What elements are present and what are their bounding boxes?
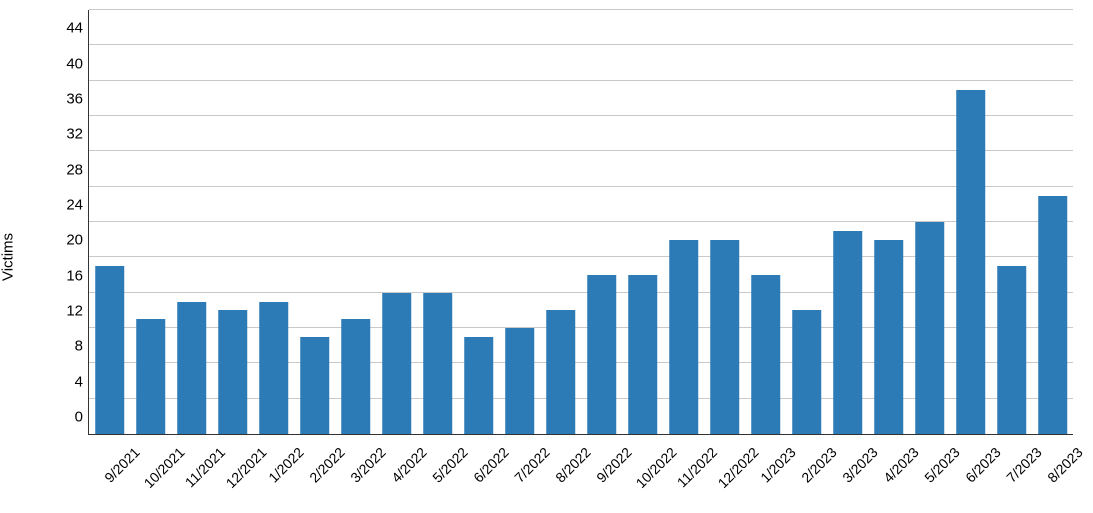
bar (751, 275, 781, 434)
x-tick-label: 12/2021 (222, 444, 269, 491)
x-tick-label: 2/2023 (798, 444, 840, 486)
x-tick-label: 1/2023 (757, 444, 799, 486)
victims-bar-chart: Victims 9/202110/202111/202112/20211/202… (0, 0, 1093, 513)
x-tick-label: 7/2022 (511, 444, 553, 486)
x-tick-label: 9/2022 (593, 444, 635, 486)
y-tick-label: 20 (66, 232, 89, 249)
y-tick-label: 16 (66, 267, 89, 284)
bar (464, 337, 494, 434)
bar-slot: 4/2023 (868, 10, 909, 434)
bar (710, 240, 740, 434)
x-tick-label: 3/2023 (839, 444, 881, 486)
bar (259, 302, 289, 435)
x-tick-label: 3/2022 (347, 444, 389, 486)
bar-slot: 6/2023 (950, 10, 991, 434)
bar-slot: 12/2022 (704, 10, 745, 434)
bar-slot: 9/2022 (581, 10, 622, 434)
bar-slot: 10/2022 (622, 10, 663, 434)
bar (997, 266, 1027, 434)
bar (423, 293, 453, 434)
y-tick-label: 36 (66, 91, 89, 108)
y-tick-label: 40 (66, 55, 89, 72)
y-tick-label: 0 (75, 409, 89, 426)
bar (792, 310, 822, 434)
y-tick-label: 48 (66, 0, 89, 2)
bar-slot: 2/2023 (786, 10, 827, 434)
x-tick-label: 4/2023 (880, 444, 922, 486)
bar (1038, 196, 1068, 435)
y-tick-label: 8 (75, 338, 89, 355)
bar-slot: 8/2022 (540, 10, 581, 434)
bar-slot: 7/2023 (991, 10, 1032, 434)
bar (833, 231, 863, 434)
x-tick-label: 4/2022 (388, 444, 430, 486)
bar (874, 240, 904, 434)
bar (300, 337, 330, 434)
bars-container: 9/202110/202111/202112/20211/20222/20223… (89, 10, 1073, 434)
x-tick-label: 2/2022 (306, 444, 348, 486)
bar-slot: 5/2022 (417, 10, 458, 434)
bar-slot: 5/2023 (909, 10, 950, 434)
bar (95, 266, 125, 434)
bar-slot: 9/2021 (89, 10, 130, 434)
bar-slot: 3/2022 (335, 10, 376, 434)
bar (177, 302, 207, 435)
x-tick-label: 11/2022 (673, 444, 719, 490)
x-tick-label: 11/2021 (181, 444, 227, 490)
bar-slot: 3/2023 (827, 10, 868, 434)
bar (669, 240, 699, 434)
x-tick-label: 1/2022 (265, 444, 307, 486)
x-tick-label: 5/2023 (921, 444, 963, 486)
bar (546, 310, 576, 434)
bar (341, 319, 371, 434)
bar-slot: 1/2022 (253, 10, 294, 434)
x-tick-label: 7/2023 (1003, 444, 1045, 486)
y-tick-label: 12 (66, 303, 89, 320)
y-tick-label: 4 (75, 373, 89, 390)
x-tick-label: 8/2022 (552, 444, 594, 486)
x-tick-label: 10/2022 (632, 444, 679, 491)
bar-slot: 2/2022 (294, 10, 335, 434)
y-tick-label: 32 (66, 126, 89, 143)
x-tick-label: 5/2022 (429, 444, 471, 486)
bar (505, 328, 535, 434)
bar (915, 222, 945, 434)
y-tick-label: 44 (66, 20, 89, 37)
bar-slot: 1/2023 (745, 10, 786, 434)
x-tick-label: 6/2022 (470, 444, 512, 486)
bar-slot: 12/2021 (212, 10, 253, 434)
bar (382, 293, 412, 434)
bar-slot: 8/2023 (1032, 10, 1073, 434)
bar-slot: 6/2022 (458, 10, 499, 434)
bar (218, 310, 248, 434)
bar (587, 275, 617, 434)
y-tick-label: 28 (66, 161, 89, 178)
bar-slot: 7/2022 (499, 10, 540, 434)
bar-slot: 11/2022 (663, 10, 704, 434)
x-tick-label: 12/2022 (714, 444, 761, 491)
x-tick-label: 10/2021 (140, 444, 187, 491)
bar-slot: 11/2021 (171, 10, 212, 434)
x-tick-label: 8/2023 (1044, 444, 1086, 486)
bar (956, 90, 986, 435)
x-tick-label: 9/2021 (101, 444, 143, 486)
bar (136, 319, 166, 434)
x-tick-label: 6/2023 (962, 444, 1004, 486)
bar (628, 275, 658, 434)
y-axis-title: Victims (0, 232, 17, 280)
y-tick-label: 24 (66, 197, 89, 214)
bar-slot: 10/2021 (130, 10, 171, 434)
bar-slot: 4/2022 (376, 10, 417, 434)
plot-area: 9/202110/202111/202112/20211/20222/20223… (88, 10, 1073, 435)
